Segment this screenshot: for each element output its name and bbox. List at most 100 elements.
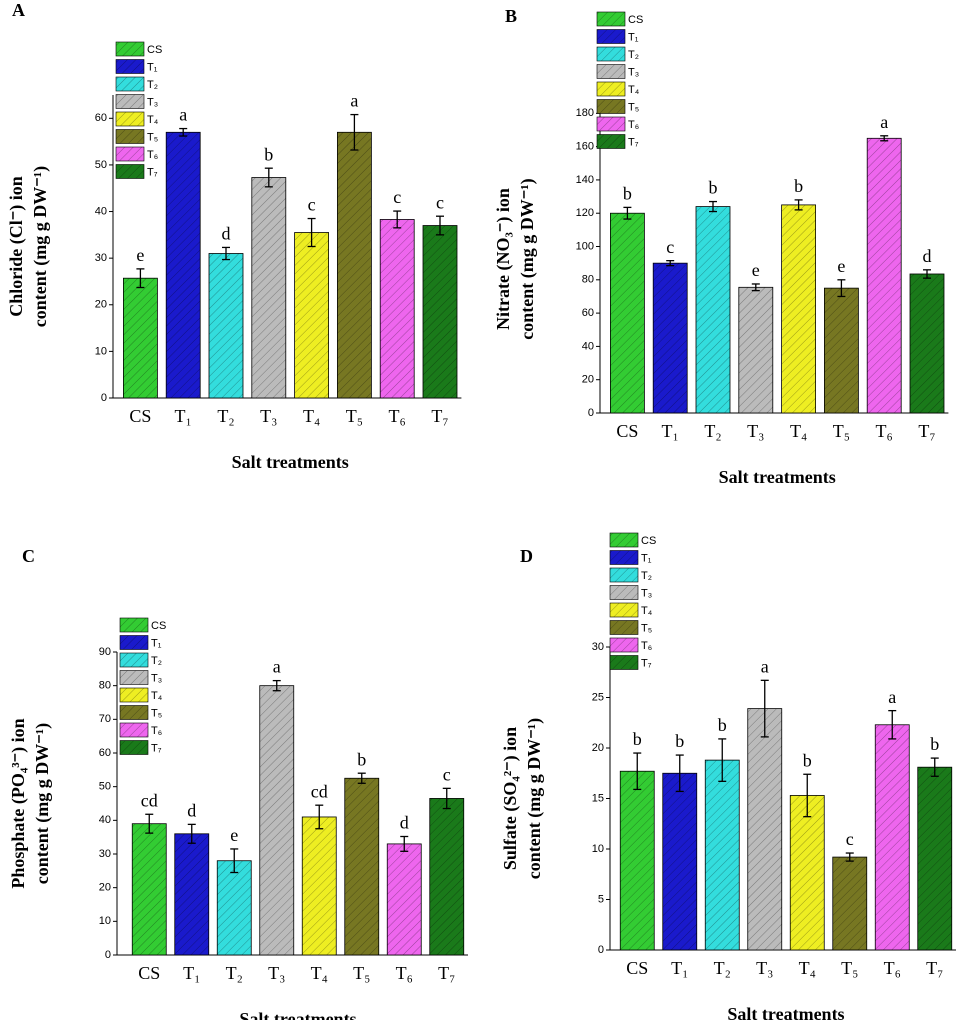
legend-hatch [610,655,638,670]
x-tick-label: T₆ [389,406,406,426]
significance-letter: a [888,687,896,707]
y-tick-label: 0 [101,392,107,404]
error-bar [930,757,939,777]
legend-hatch [120,618,148,632]
legend-label: CS [641,535,656,547]
x-tick-label: T₁ [183,963,200,983]
y-tick-label: 25 [592,691,604,703]
significance-letter: d [222,224,231,244]
y-tick-label: 60 [95,112,107,124]
y-axis-label: content (mg g DW⁻¹) [30,166,51,327]
bar-hatch [251,177,286,398]
legend-hatch [610,603,638,617]
x-tick-label: T₇ [431,406,448,426]
significance-letter: d [400,813,409,833]
legend-hatch [597,47,625,61]
legend-hatch [597,29,625,44]
error-bar [393,210,402,229]
significance-letter: e [136,245,144,265]
bar-hatch [662,773,697,950]
legend-label: T₅ [641,622,652,634]
bar-hatch [294,232,329,398]
error-bar [675,754,684,793]
x-tick-label: T₅ [346,406,363,426]
error-bar [837,279,846,298]
y-tick-label: 90 [99,646,111,658]
bar-hatch [132,823,167,955]
x-tick-label: T₂ [217,406,234,426]
bar-hatch [910,273,944,413]
legend-hatch [597,134,625,149]
x-tick-label: T₃ [260,406,277,426]
y-tick-label: 40 [99,814,111,826]
y-tick-label: 20 [95,299,107,311]
y-tick-label: 120 [576,207,594,219]
y-tick-label: 140 [576,174,594,186]
legend-hatch [116,42,144,56]
legend-label: CS [147,44,162,56]
x-tick-label: T₃ [747,421,764,441]
significance-letter: a [350,91,358,111]
x-tick-label: T₃ [756,958,773,978]
y-tick-label: 15 [592,792,604,804]
legend-hatch [116,112,144,126]
x-tick-label: T₅ [353,963,370,983]
error-bar [136,268,145,289]
significance-letter: a [880,112,888,132]
x-tick-label: T₃ [268,963,285,983]
legend-label: T₄ [147,114,159,126]
y-tick-label: 10 [592,843,604,855]
y-tick-label: 5 [598,893,604,905]
legend-label: T₃ [641,587,652,599]
bar-hatch [653,263,688,413]
y-tick-label: 70 [99,713,111,725]
legend-label: T₂ [628,49,639,61]
legend-hatch [597,117,625,131]
error-bar [357,772,366,784]
error-bar [623,206,632,220]
error-bar [145,813,154,834]
x-tick-label: T₆ [884,958,901,978]
y-tick-label: 60 [582,307,594,319]
legend-label: T₁ [628,31,639,43]
x-tick-label: T₄ [303,406,320,426]
legend-label: T₆ [151,725,162,737]
legend-label: T₇ [151,742,162,754]
legend-hatch [610,568,638,582]
error-bar [264,167,273,188]
legend-hatch [597,82,625,96]
error-bar [794,199,803,211]
error-bar [888,709,897,740]
y-tick-label: 50 [99,781,111,793]
significance-letter: b [264,144,273,164]
y-axis-label: Phosphate (PO₄³⁻) ion [8,718,29,888]
significance-letter: c [393,187,401,207]
legend-hatch [116,129,144,144]
x-tick-label: T₁ [671,958,688,978]
y-axis-label: content (mg g DW⁻¹) [517,178,538,339]
x-tick-label: T₂ [714,958,731,978]
legend-label: T₃ [151,672,162,684]
bar-hatch [259,685,294,955]
error-bar [350,113,359,151]
legend-hatch [597,12,625,26]
significance-letter: b [675,731,684,751]
legend-hatch [120,705,148,720]
y-tick-label: 30 [95,252,107,264]
error-bar [760,679,769,738]
legend-label: T₆ [147,149,158,161]
bar-hatch [174,833,209,955]
error-bar [666,260,675,267]
significance-letter: d [187,800,196,820]
bar-hatch [790,795,825,950]
bar-hatch [217,860,252,955]
error-bar [442,787,451,810]
x-tick-label: T₇ [926,958,943,978]
error-bar [803,773,812,818]
error-bar [436,215,444,236]
bar-hatch [344,778,379,955]
x-tick-label: CS [129,406,151,426]
error-bar [718,738,727,782]
significance-letter: b [623,184,632,204]
legend-hatch [120,653,148,667]
